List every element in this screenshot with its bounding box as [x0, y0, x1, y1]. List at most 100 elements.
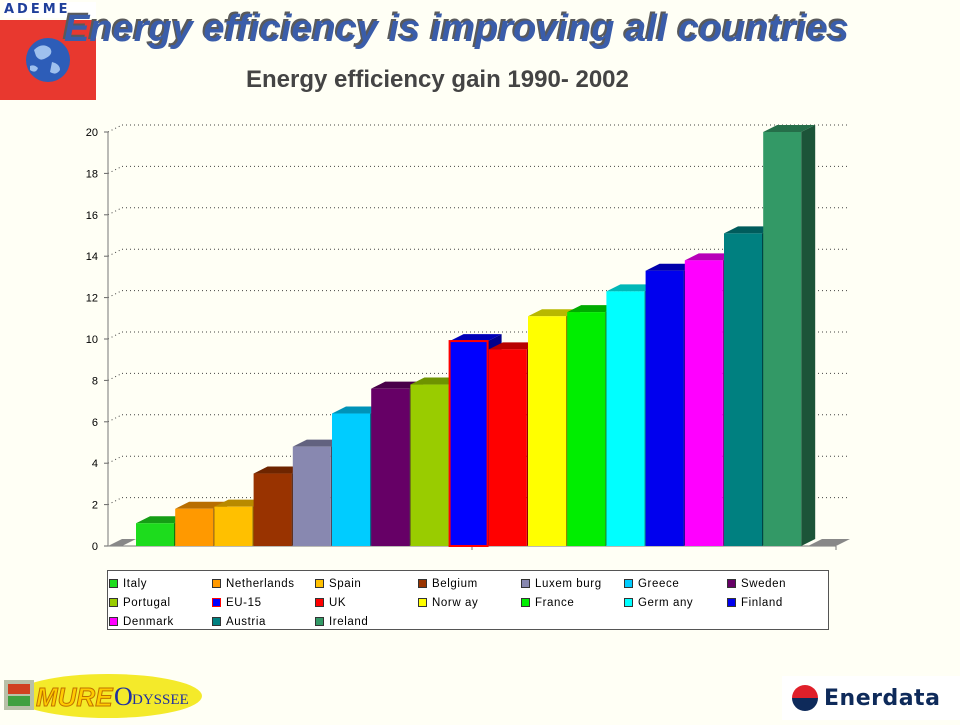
legend-item: Ireland — [315, 612, 418, 631]
bar-ireland — [763, 125, 816, 546]
legend-swatch — [418, 579, 427, 588]
gridline — [107, 331, 123, 340]
legend-label: Belgium — [432, 577, 478, 590]
legend-label: Sweden — [741, 577, 787, 590]
bar-top — [449, 334, 502, 342]
legend-swatch — [624, 579, 633, 588]
ademe-logo-block — [0, 20, 96, 100]
legend-label: Austria — [226, 615, 266, 628]
bar-side — [801, 125, 816, 546]
legend-item: UK — [315, 593, 418, 612]
legend-swatch — [727, 579, 736, 588]
legend-item: Norw ay — [418, 593, 521, 612]
legend-item: Greece — [624, 574, 727, 593]
bar-top — [567, 305, 620, 313]
floor-left — [108, 539, 136, 546]
bar-front — [332, 413, 370, 546]
enerdata-mark-icon — [792, 685, 818, 711]
legend-label: Italy — [123, 577, 148, 590]
bar-front — [253, 473, 292, 546]
bar-top — [214, 499, 267, 507]
bars — [136, 125, 816, 547]
odyssee-initial: O — [114, 682, 133, 711]
y-tick-labels: 0 2 4 6 8 10 12 14 16 18 20 — [86, 127, 98, 553]
bar-front — [567, 312, 606, 546]
chart-subtitle: Energy efficiency gain 1990- 2002 — [246, 66, 629, 93]
bar-front — [410, 384, 449, 546]
bar-front — [136, 523, 174, 546]
gridline — [107, 124, 123, 133]
legend-swatch — [521, 579, 530, 588]
legend-item: France — [521, 593, 624, 612]
legend-swatch — [521, 598, 530, 607]
headline: Energy efficiency is improving all count… — [64, 8, 849, 50]
legend-swatch — [212, 617, 221, 626]
bar-top — [724, 226, 776, 234]
bar-top — [763, 125, 816, 132]
ademe-logo-text: ADEME — [4, 2, 96, 18]
bar-chart: 0 2 4 6 8 10 12 14 16 18 20 — [86, 124, 850, 553]
legend-swatch — [315, 579, 324, 588]
legend-swatch — [212, 579, 221, 588]
y-tick-label: 20 — [86, 127, 98, 139]
bar-front — [214, 506, 253, 546]
legend-item: Portugal — [109, 593, 212, 612]
legend-label: Denmark — [123, 615, 174, 628]
bar-top — [488, 342, 541, 350]
bar-front — [763, 132, 802, 546]
bar-top — [528, 309, 580, 317]
legend-swatch — [624, 598, 633, 607]
y-tick-label: 14 — [86, 251, 98, 263]
legend-label: France — [535, 596, 575, 609]
legend-label: Finland — [741, 596, 783, 609]
legend-item: Netherlands — [212, 574, 315, 593]
y-tick-label: 8 — [92, 375, 98, 387]
mure-text: MURE — [36, 682, 113, 712]
gridline — [107, 207, 123, 216]
legend-swatch — [418, 598, 427, 607]
y-tick-label: 16 — [86, 210, 98, 222]
legend-item: Luxem burg — [521, 574, 624, 593]
bar-front — [175, 508, 214, 546]
y-tick-label: 2 — [92, 500, 98, 512]
legend-item: Spain — [315, 574, 418, 593]
bar-top — [175, 501, 228, 509]
bar-top — [332, 406, 384, 414]
legend-label: Ireland — [329, 615, 369, 628]
gridline — [107, 165, 123, 174]
y-tick-label: 18 — [86, 168, 98, 180]
bar-top — [253, 466, 306, 474]
gridline — [107, 497, 123, 506]
legend-item: Denmark — [109, 612, 212, 631]
legend-swatch — [315, 598, 324, 607]
legend-swatch — [212, 598, 221, 607]
legend-item: Germ any — [624, 593, 727, 612]
bar-top — [684, 253, 737, 261]
gridline — [107, 372, 123, 381]
bar-top — [371, 381, 424, 389]
legend-label: Germ any — [638, 596, 694, 609]
bar-front — [371, 388, 410, 546]
gridline — [107, 290, 123, 299]
legend-swatch — [109, 598, 118, 607]
bar-front — [488, 349, 527, 546]
y-tick-label: 4 — [92, 458, 98, 470]
enerdata-logo: Enerdata — [782, 676, 960, 720]
legend-swatch — [727, 598, 736, 607]
bar-front — [684, 260, 723, 546]
enerdata-text: Enerdata — [824, 685, 941, 711]
legend-item: EU-15 — [212, 593, 315, 612]
chart-legend: Italy Netherlands Spain Belgium Luxem burg Gr… — [107, 570, 829, 630]
legend-swatch — [315, 617, 324, 626]
legend-label: Spain — [329, 577, 362, 590]
gridline — [107, 248, 123, 257]
bar-front — [724, 233, 762, 546]
legend-item: Belgium — [418, 574, 521, 593]
legend-swatch — [109, 579, 118, 588]
legend-label: Luxem burg — [535, 577, 602, 590]
y-tick-label: 12 — [86, 293, 98, 305]
gridline — [107, 414, 123, 423]
legend-label: Norw ay — [432, 596, 479, 609]
legend-label: Portugal — [123, 596, 171, 609]
y-tick-label: 6 — [92, 417, 98, 429]
